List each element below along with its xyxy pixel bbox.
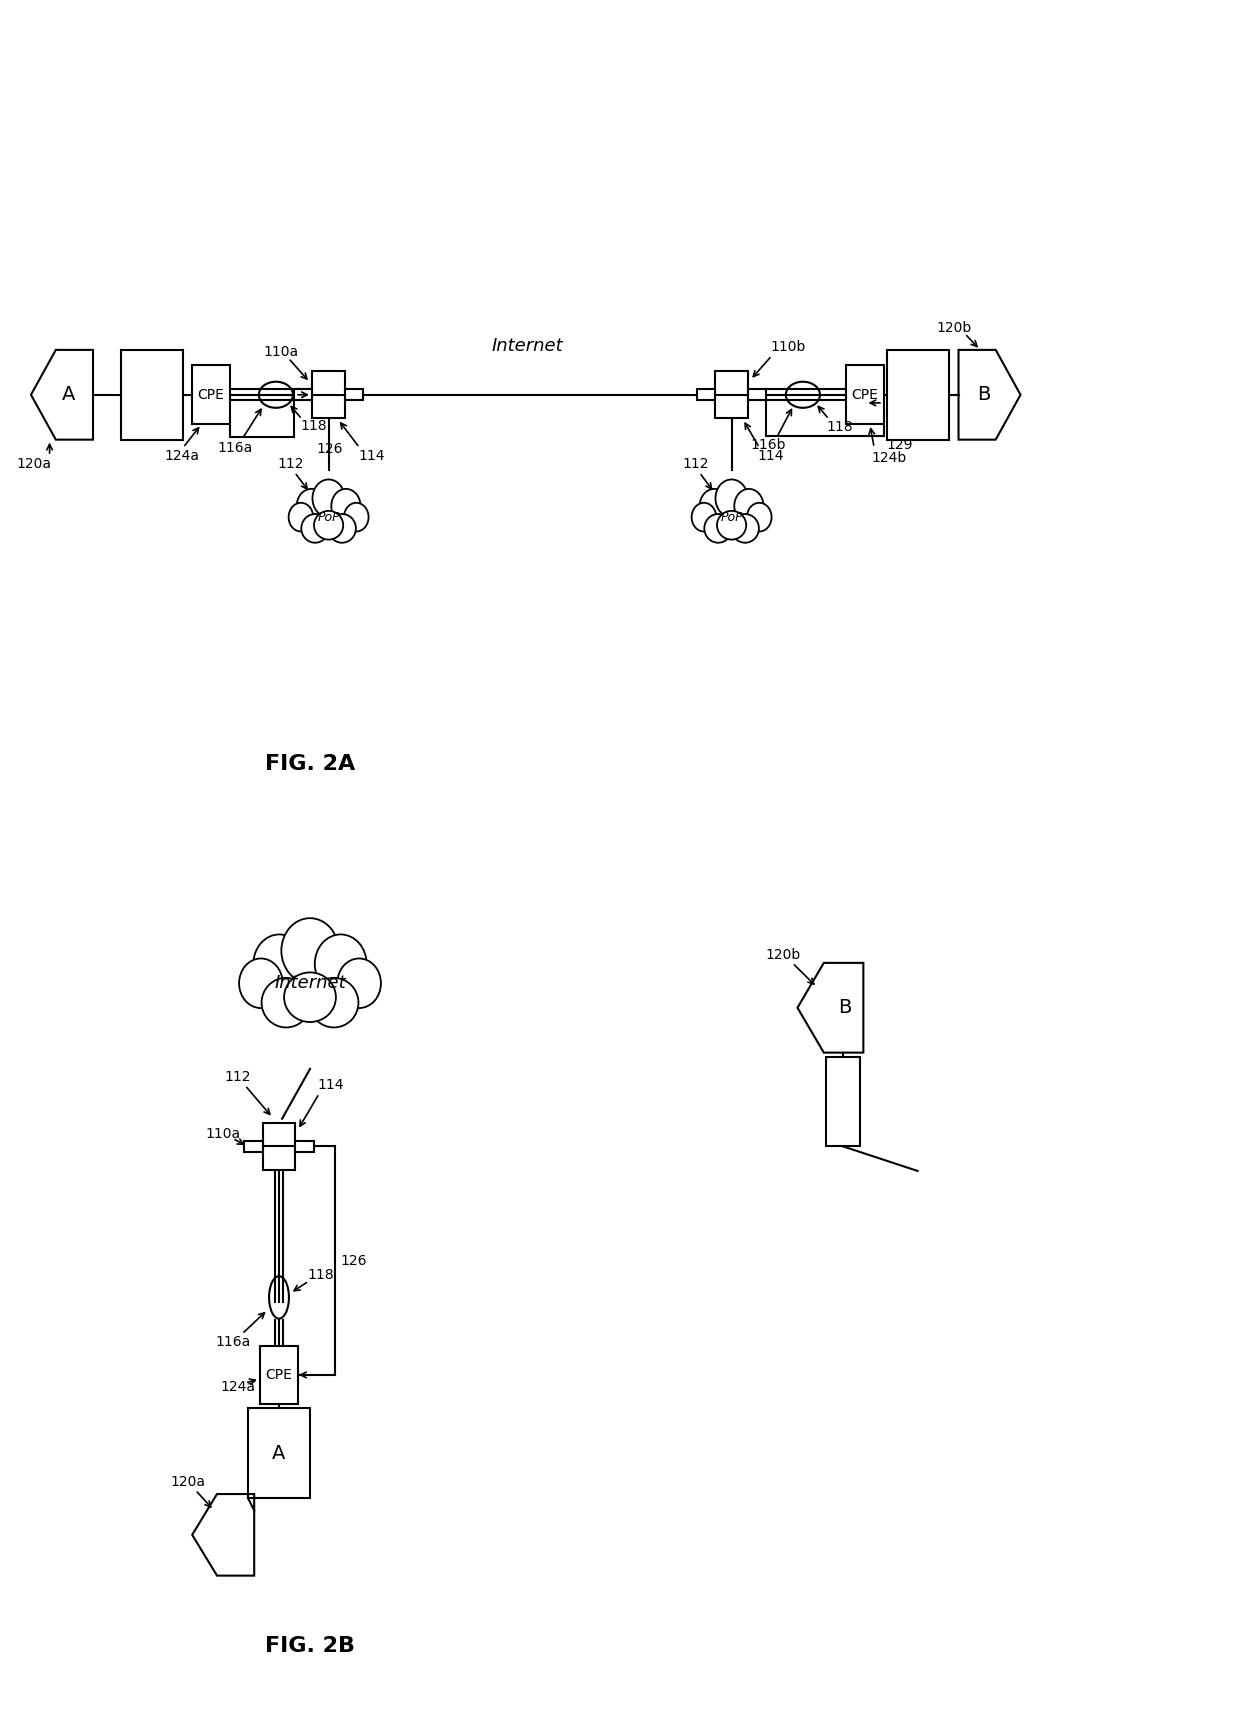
- Ellipse shape: [315, 934, 367, 993]
- Ellipse shape: [715, 479, 748, 517]
- Ellipse shape: [732, 514, 759, 543]
- Ellipse shape: [289, 503, 314, 531]
- Ellipse shape: [296, 490, 326, 523]
- Ellipse shape: [314, 510, 343, 540]
- Text: A: A: [273, 1444, 285, 1463]
- Text: B: B: [838, 998, 851, 1017]
- Text: CPE: CPE: [852, 387, 878, 401]
- Bar: [715, 372, 748, 418]
- Text: 120a: 120a: [16, 457, 52, 470]
- Bar: [244, 1141, 263, 1153]
- Ellipse shape: [704, 514, 732, 543]
- Ellipse shape: [329, 514, 356, 543]
- Bar: [260, 1345, 299, 1404]
- Ellipse shape: [692, 503, 717, 531]
- Text: 114: 114: [317, 1078, 343, 1092]
- Ellipse shape: [239, 958, 283, 1009]
- Ellipse shape: [262, 977, 311, 1028]
- Text: 116a: 116a: [217, 441, 252, 455]
- Text: 120a: 120a: [171, 1476, 206, 1489]
- Bar: [248, 1408, 310, 1498]
- Text: 129: 129: [887, 439, 913, 453]
- Text: PoP: PoP: [720, 510, 743, 524]
- Ellipse shape: [717, 510, 746, 540]
- Text: FIG. 2B: FIG. 2B: [265, 1637, 355, 1656]
- Text: Internet: Internet: [274, 974, 346, 993]
- Text: 120b: 120b: [937, 321, 972, 335]
- Text: 126: 126: [316, 443, 342, 457]
- Ellipse shape: [734, 490, 764, 523]
- Text: B: B: [977, 385, 990, 404]
- Ellipse shape: [253, 934, 305, 993]
- Ellipse shape: [337, 958, 381, 1009]
- Ellipse shape: [281, 918, 339, 983]
- Text: FIG. 2A: FIG. 2A: [265, 753, 355, 774]
- Bar: [295, 1141, 314, 1153]
- Bar: [826, 1057, 861, 1146]
- Text: 124a: 124a: [221, 1380, 255, 1394]
- Bar: [888, 351, 950, 439]
- Ellipse shape: [343, 503, 368, 531]
- Bar: [263, 1123, 295, 1170]
- Bar: [191, 365, 231, 424]
- Bar: [846, 365, 884, 424]
- Text: 124a: 124a: [164, 450, 200, 464]
- Text: 118: 118: [301, 418, 327, 432]
- Text: 118: 118: [308, 1267, 334, 1281]
- Text: 116b: 116b: [750, 439, 786, 453]
- Text: 114: 114: [358, 450, 384, 464]
- Bar: [294, 389, 312, 401]
- Text: 124b: 124b: [870, 451, 906, 465]
- Text: 120b: 120b: [766, 948, 801, 962]
- Text: 110b: 110b: [770, 340, 806, 354]
- Text: 126: 126: [340, 1253, 367, 1267]
- Text: 114: 114: [758, 450, 784, 464]
- Bar: [122, 351, 184, 439]
- Text: 112: 112: [224, 1069, 250, 1083]
- Text: 118: 118: [826, 420, 853, 434]
- Ellipse shape: [309, 977, 358, 1028]
- Bar: [697, 389, 715, 401]
- Bar: [748, 389, 766, 401]
- Text: CPE: CPE: [197, 387, 224, 401]
- Text: CPE: CPE: [265, 1368, 293, 1382]
- Bar: [312, 372, 345, 418]
- Ellipse shape: [746, 503, 771, 531]
- Ellipse shape: [699, 490, 729, 523]
- Text: A: A: [62, 385, 74, 404]
- Text: Internet: Internet: [491, 337, 563, 354]
- Ellipse shape: [301, 514, 329, 543]
- Bar: [345, 389, 363, 401]
- Ellipse shape: [284, 972, 336, 1023]
- Text: PoP: PoP: [317, 510, 340, 524]
- Text: 112: 112: [682, 457, 708, 470]
- Text: 116a: 116a: [216, 1335, 250, 1349]
- Text: 110a: 110a: [206, 1127, 241, 1141]
- Text: 112: 112: [278, 457, 304, 470]
- Ellipse shape: [312, 479, 345, 517]
- Ellipse shape: [331, 490, 361, 523]
- Text: 110a: 110a: [264, 345, 299, 359]
